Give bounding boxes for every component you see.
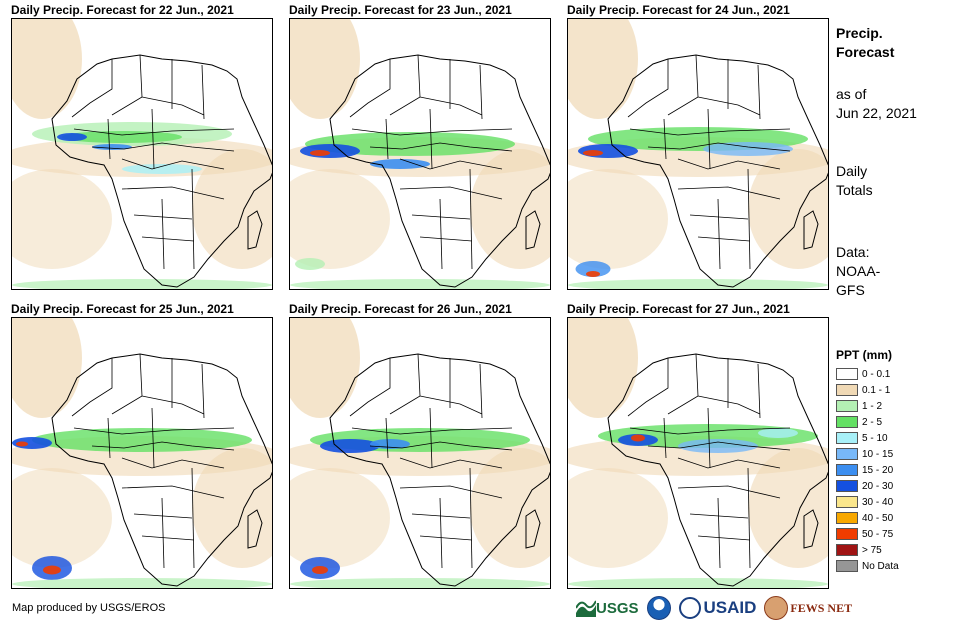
africa-map [568,318,828,588]
noaa-logo [646,596,671,620]
forecast-panel-1: Daily Precip. Forecast for 22 Jun., 2021 [11,3,273,290]
legend-swatch [836,528,858,540]
precip-map [11,317,273,589]
legend-item: 5 - 10 [836,430,899,446]
legend-label: 50 - 75 [862,528,894,540]
legend-swatch [836,464,858,476]
legend-title: PPT (mm) [836,348,893,362]
forecast-panel-4: Daily Precip. Forecast for 25 Jun., 2021 [11,302,273,589]
legend-label: 0 - 0.1 [862,368,891,380]
totals-label: Totals [836,182,873,198]
legend-swatch [836,448,858,460]
legend-item: No Data [836,558,899,574]
legend: 0 - 0.1 0.1 - 1 1 - 2 2 - 5 5 - 10 10 - 15 15 … [836,366,899,574]
legend-swatch [836,560,858,572]
panel-title: Daily Precip. Forecast for 22 Jun., 2021 [11,3,234,17]
legend-label: 1 - 2 [862,400,883,412]
africa-map [568,19,828,289]
usaid-logo: USAID [678,597,757,619]
legend-item: 0 - 0.1 [836,366,899,382]
legend-label: 2 - 5 [862,416,883,428]
legend-swatch [836,544,858,556]
legend-item: 0.1 - 1 [836,382,899,398]
panel-title: Daily Precip. Forecast for 23 Jun., 2021 [289,3,512,17]
legend-swatch [836,384,858,396]
legend-label: 15 - 20 [862,464,894,476]
africa-map [290,19,550,289]
usgs-text: USGS [596,599,639,617]
data-source-1: NOAA- [836,263,881,279]
legend-item: 50 - 75 [836,526,899,542]
legend-swatch [836,496,858,508]
usaid-text: USAID [703,598,757,617]
legend-label: 20 - 30 [862,480,894,492]
legend-label: 30 - 40 [862,496,894,508]
panel-title: Daily Precip. Forecast for 27 Jun., 2021 [567,302,790,316]
precip-map [289,317,551,589]
usgs-logo: USGS [576,599,639,617]
legend-item: 15 - 20 [836,462,899,478]
africa-map [12,318,272,588]
legend-label: 10 - 15 [862,448,894,460]
sidebar-title-1: Precip. [836,25,883,41]
legend-item: 2 - 5 [836,414,899,430]
legend-item: 10 - 15 [836,446,899,462]
legend-label: 5 - 10 [862,432,888,444]
legend-swatch [836,432,858,444]
legend-item: 30 - 40 [836,494,899,510]
fewsnet-text: FEWS NET [790,600,853,615]
legend-item: 40 - 50 [836,510,899,526]
noaa-bird-icon [646,596,671,620]
forecast-panel-3: Daily Precip. Forecast for 24 Jun., 2021 [567,3,829,290]
legend-item: > 75 [836,542,899,558]
legend-label: No Data [862,560,899,572]
legend-swatch [836,480,858,492]
legend-swatch [836,368,858,380]
precip-map [289,18,551,290]
forecast-panel-5: Daily Precip. Forecast for 26 Jun., 2021 [289,302,551,589]
credit-text: Map produced by USGS/EROS [12,602,166,614]
precip-map [567,317,829,589]
data-source-2: GFS [836,282,865,298]
precip-map [11,18,273,290]
legend-swatch [836,400,858,412]
as-of-label: as of [836,86,867,102]
legend-label: 40 - 50 [862,512,894,524]
legend-label: > 75 [862,544,882,556]
legend-label: 0.1 - 1 [862,384,891,396]
legend-item: 1 - 2 [836,398,899,414]
logos: USGS USAID FEWS NET [576,594,860,622]
africa-map [290,318,550,588]
legend-item: 20 - 30 [836,478,899,494]
panel-title: Daily Precip. Forecast for 25 Jun., 2021 [11,302,234,316]
fewsnet-globe-icon [764,596,789,620]
forecast-panel-2: Daily Precip. Forecast for 23 Jun., 2021 [289,3,551,290]
data-label: Data: [836,244,870,260]
legend-swatch [836,416,858,428]
as-of-date: Jun 22, 2021 [836,105,917,121]
fewsnet-logo: FEWS NET [764,596,852,620]
africa-map [12,19,272,289]
precip-map [567,18,829,290]
usgs-wave-icon [576,600,596,617]
panel-title: Daily Precip. Forecast for 26 Jun., 2021 [289,302,512,316]
usaid-seal-icon [678,597,701,619]
daily-label: Daily [836,163,868,179]
legend-swatch [836,512,858,524]
forecast-panel-6: Daily Precip. Forecast for 27 Jun., 2021 [567,302,829,589]
sidebar-title-2: Forecast [836,44,895,60]
panel-title: Daily Precip. Forecast for 24 Jun., 2021 [567,3,790,17]
